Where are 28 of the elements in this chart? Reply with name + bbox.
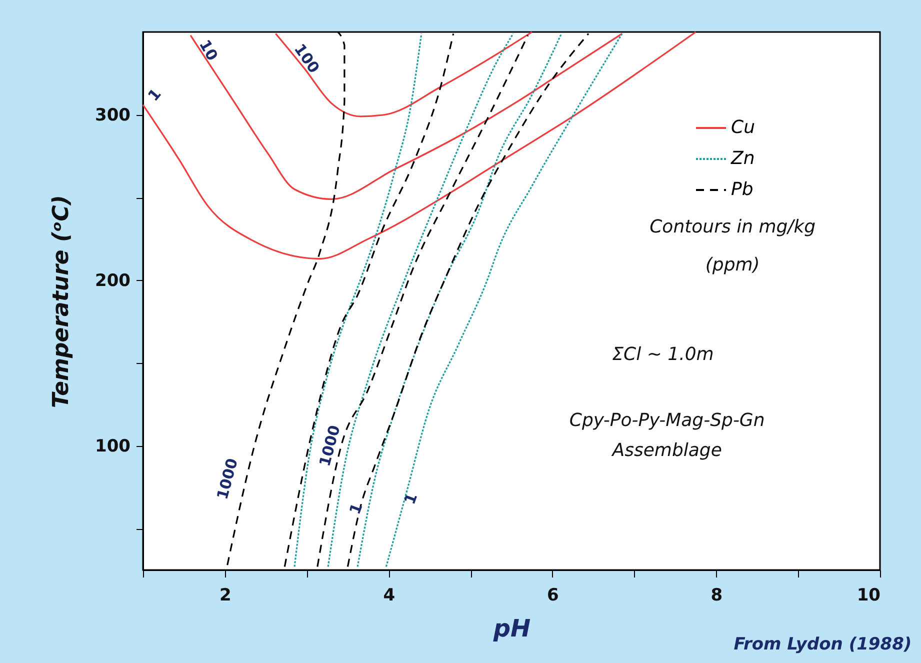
legend-label: Pb xyxy=(731,179,754,200)
x-axis-title: pH xyxy=(492,614,531,642)
annotation: Contours in mg/kg xyxy=(650,216,816,238)
annotation: Assemblage xyxy=(611,440,722,461)
annotation: 1 xyxy=(400,490,422,507)
annotation: (ppm) xyxy=(705,254,760,276)
x-tick-label: 4 xyxy=(383,586,396,606)
annotation: ΣCl ~ 1.0m xyxy=(612,344,714,365)
legend-label: Zn xyxy=(730,148,755,169)
y-tick-label: 300 xyxy=(95,105,131,126)
x-tick-label: 10 xyxy=(856,586,881,606)
annotation: 1000 xyxy=(213,456,242,502)
annotation: Cpy-Po-Py-Mag-Sp-Gn xyxy=(569,410,765,432)
line-series xyxy=(190,32,623,200)
x-tick-label: 2 xyxy=(219,586,232,606)
x-tick-label: 6 xyxy=(547,586,559,606)
annotation: 1 xyxy=(346,500,366,517)
annotation: 10 xyxy=(196,36,222,64)
annotation: 1000 xyxy=(316,423,344,468)
y-axis-title: Temperature (ᵒC) xyxy=(49,195,74,408)
y-tick-label: 200 xyxy=(95,270,131,291)
annotation: 1 xyxy=(144,85,165,105)
legend-label: Cu xyxy=(731,117,755,138)
line-series xyxy=(294,32,422,568)
line-series xyxy=(274,31,533,118)
text: From Lydon (1988) xyxy=(734,634,912,654)
y-tick-label: 100 xyxy=(95,436,131,456)
x-tick-label: 8 xyxy=(710,586,723,606)
